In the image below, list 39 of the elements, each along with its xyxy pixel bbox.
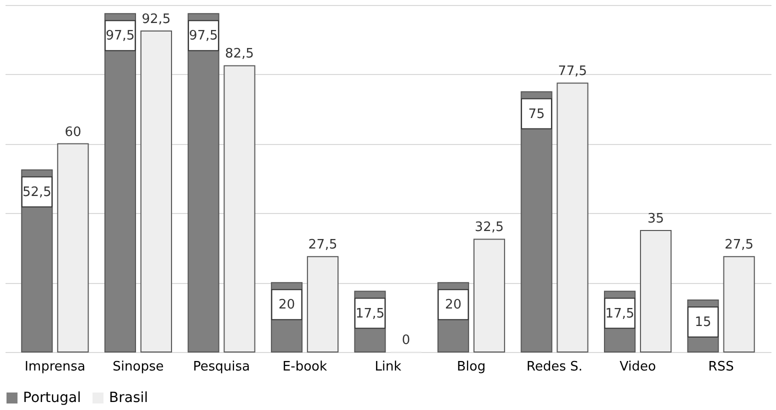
data-label: 75 [528,106,545,122]
bar [104,13,136,352]
bar [224,65,256,352]
x-tick-label: Imprensa [24,360,86,374]
data-label: 20 [278,298,296,313]
x-tick-label: Video [620,360,656,374]
data-label: 60 [64,124,82,140]
x-tick-label: Redes S. [526,360,583,374]
data-label: 27,5 [308,238,338,253]
x-tick-label: E-book [282,360,328,374]
data-label: 77,5 [558,64,587,80]
data-label: 35 [648,212,664,227]
x-tick-label: Blog [456,360,486,374]
bar [640,230,672,352]
bar [556,82,588,352]
bar [723,256,755,352]
bar [473,238,506,352]
data-label: 17,5 [605,306,634,322]
data-label: 52,5 [22,184,52,200]
x-tick-label: Sinopse [112,360,164,374]
data-label: 20 [444,298,462,313]
x-tick-label: Link [374,360,402,374]
data-label: 32,5 [474,220,504,236]
bar [57,143,89,352]
data-label: 15 [694,314,712,330]
x-tick-label: RSS [708,360,734,374]
data-label: 82,5 [225,46,254,62]
x-tick-label: Pesquisa [192,360,250,374]
legend-label: Brasil [109,390,148,406]
data-label: 97,5 [106,28,135,44]
data-label: 17,5 [356,306,384,322]
bar [140,30,172,352]
data-label: 0 [402,333,410,348]
data-label: 92,5 [142,12,171,28]
bar [306,256,339,352]
bar [188,13,220,352]
data-label: 97,5 [189,28,218,44]
legend-label: Portugal [23,390,81,406]
data-label: 27,5 [724,238,754,253]
